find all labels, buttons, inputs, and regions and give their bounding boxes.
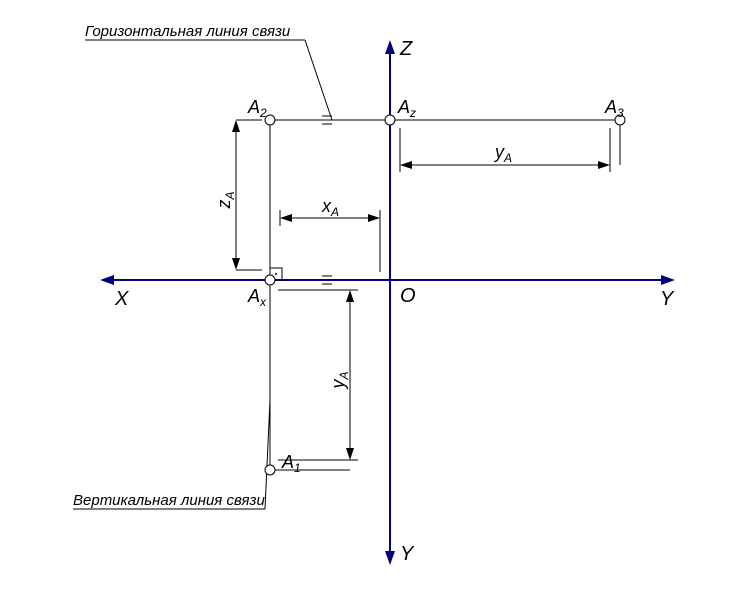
- axis-y-down-label: Y: [400, 543, 415, 565]
- dimension-ya-top: yA: [400, 128, 610, 172]
- axis-y-right-label: Y: [660, 288, 675, 310]
- axis-z: Z: [385, 38, 413, 280]
- origin-label: O: [400, 285, 416, 307]
- axis-x: X: [100, 275, 390, 310]
- dimension-ya-bottom: yA: [278, 290, 358, 460]
- right-angle-dot: [275, 273, 277, 275]
- svg-text:yA: yA: [328, 371, 351, 390]
- axis-x-label: X: [114, 288, 129, 310]
- dimension-xa-sub: A: [330, 205, 339, 219]
- dimension-za-sub: A: [223, 191, 237, 200]
- note-vertical: Вертикальная линия связи: [73, 400, 270, 509]
- note-vertical-text: Вертикальная линия связи: [73, 492, 265, 509]
- axis-y-down: Y: [385, 280, 415, 565]
- note-horizontal: Горизонтальная линия связи: [85, 23, 332, 120]
- point-a2: A2: [247, 97, 275, 125]
- svg-text:xA: xA: [321, 196, 339, 219]
- svg-text:Ax: Ax: [247, 286, 267, 309]
- dimension-za-label: z: [214, 200, 234, 210]
- note-horizontal-text: Горизонтальная линия связи: [85, 23, 291, 40]
- svg-text:A1: A1: [281, 452, 301, 475]
- dimension-xa: xA: [280, 196, 380, 272]
- dimension-ya-top-sub: A: [503, 151, 512, 165]
- svg-text:Az: Az: [397, 97, 416, 120]
- axis-y-right: Y: [390, 275, 675, 310]
- svg-text:A2: A2: [247, 97, 267, 120]
- dimension-za: zA: [214, 120, 262, 270]
- dimension-ya-bottom-sub: A: [337, 371, 351, 380]
- point-a3: A3: [604, 97, 625, 125]
- svg-text:yA: yA: [493, 142, 512, 165]
- axis-z-label: Z: [399, 38, 413, 60]
- svg-text:A3: A3: [604, 97, 624, 120]
- svg-text:zA: zA: [214, 191, 237, 209]
